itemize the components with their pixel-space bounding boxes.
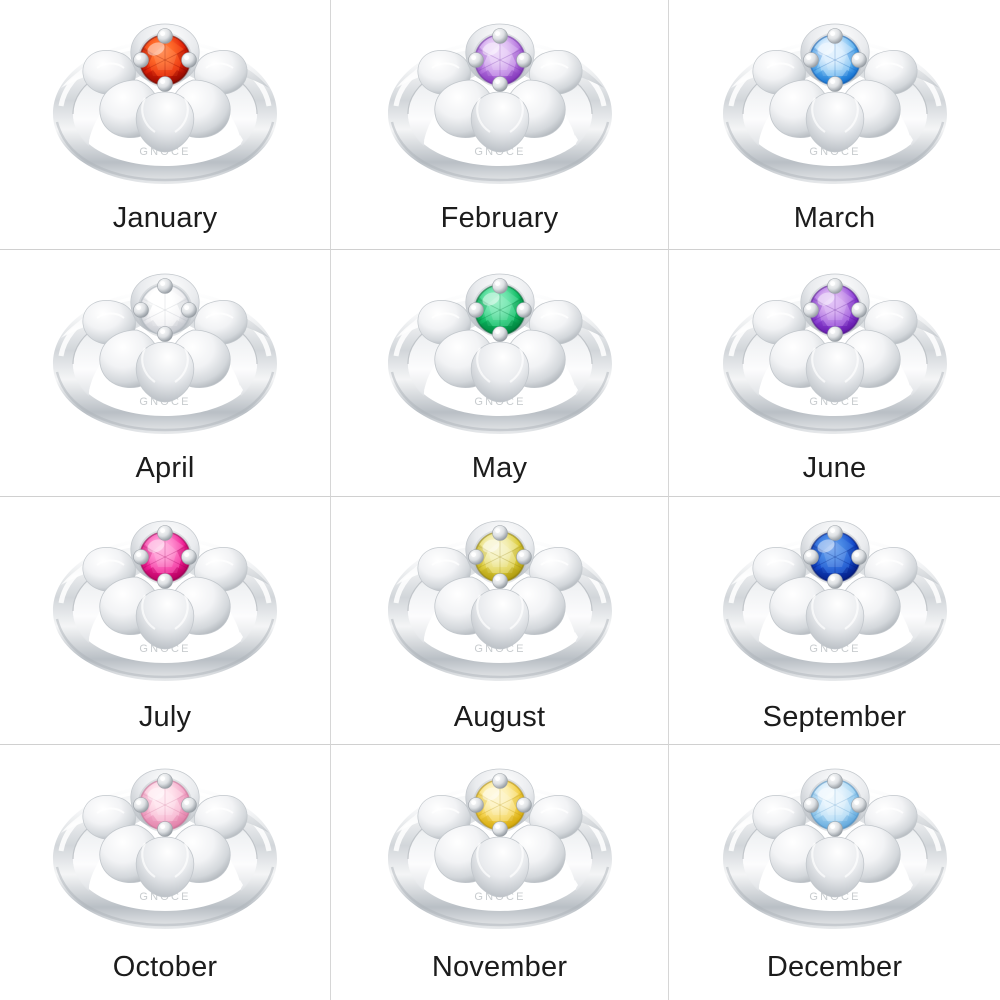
month-label: November	[431, 951, 568, 983]
ring-cell-april[interactable]: GNOCE	[0, 250, 331, 497]
ring-image: GNOCE	[387, 520, 612, 681]
ring-thumbnail-ruby[interactable]: GNOCE	[27, 511, 303, 687]
prongs	[802, 525, 867, 589]
prongs	[467, 28, 532, 92]
month-label: July	[138, 701, 192, 733]
prongs	[133, 773, 197, 837]
ring-image: GNOCE	[53, 23, 277, 184]
prongs	[467, 525, 532, 589]
prongs	[467, 773, 532, 837]
ring-image: GNOCE	[722, 273, 947, 434]
gemstone	[137, 529, 193, 585]
prongs	[467, 278, 532, 342]
ring-cell-august[interactable]: GNOCE	[331, 497, 669, 745]
month-label: February	[440, 202, 559, 234]
flower-setting	[82, 520, 248, 650]
ring-thumbnail-citrine[interactable]: GNOCE	[362, 759, 638, 935]
gemstone	[807, 32, 862, 88]
gemstone	[472, 529, 527, 585]
prongs	[802, 28, 867, 92]
gemstone	[137, 777, 193, 833]
month-label: March	[793, 202, 876, 234]
month-label: October	[112, 951, 218, 983]
prongs	[133, 525, 197, 589]
gemstone	[807, 777, 862, 833]
ring-thumbnail-alexandrite[interactable]: GNOCE	[697, 264, 973, 440]
ring-cell-october[interactable]: GNOCE	[0, 745, 331, 1000]
ring-image: GNOCE	[387, 23, 612, 184]
ring-cell-may[interactable]: GNOCE	[331, 250, 669, 497]
ring-cell-december[interactable]: GNOCE	[669, 745, 1000, 1000]
ring-image: GNOCE	[53, 768, 277, 929]
ring-cell-february[interactable]: GNOCE	[331, 0, 669, 250]
prongs	[133, 278, 197, 342]
month-label: September	[762, 701, 907, 733]
ring-image: GNOCE	[53, 520, 277, 681]
prongs	[133, 28, 197, 92]
ring-thumbnail-tourmaline[interactable]: GNOCE	[27, 759, 303, 935]
ring-thumbnail-sapphire[interactable]: GNOCE	[697, 511, 973, 687]
ring-image: GNOCE	[387, 768, 612, 929]
ring-thumbnail-aquamarine[interactable]: GNOCE	[697, 14, 973, 190]
ring-thumbnail-peridot[interactable]: GNOCE	[362, 511, 638, 687]
ring-cell-july[interactable]: GNOCE	[0, 497, 331, 745]
ring-thumbnail-amethyst[interactable]: GNOCE	[362, 14, 638, 190]
ring-thumbnail-emerald[interactable]: GNOCE	[362, 264, 638, 440]
ring-cell-september[interactable]: GNOCE	[669, 497, 1000, 745]
ring-cell-january[interactable]: GNOCE	[0, 0, 331, 250]
gemstone	[472, 32, 527, 88]
ring-thumbnail-garnet[interactable]: GNOCE	[27, 14, 303, 190]
month-label: April	[135, 452, 195, 484]
ring-image: GNOCE	[722, 768, 947, 929]
month-label: May	[471, 452, 528, 484]
ring-cell-june[interactable]: GNOCE	[669, 250, 1000, 497]
ring-cell-november[interactable]: GNOCE	[331, 745, 669, 1000]
ring-image: GNOCE	[53, 273, 277, 434]
ring-image: GNOCE	[387, 273, 612, 434]
month-label: June	[802, 452, 867, 484]
prongs	[802, 278, 867, 342]
ring-thumbnail-blue-topaz[interactable]: GNOCE	[697, 759, 973, 935]
month-label: August	[453, 701, 546, 733]
month-label: January	[112, 202, 218, 234]
ring-cell-march[interactable]: GNOCE	[669, 0, 1000, 250]
prongs	[802, 773, 867, 837]
month-label: December	[766, 951, 903, 983]
ring-image: GNOCE	[722, 23, 947, 184]
ring-image: GNOCE	[722, 520, 947, 681]
ring-thumbnail-diamond[interactable]: GNOCE	[27, 264, 303, 440]
